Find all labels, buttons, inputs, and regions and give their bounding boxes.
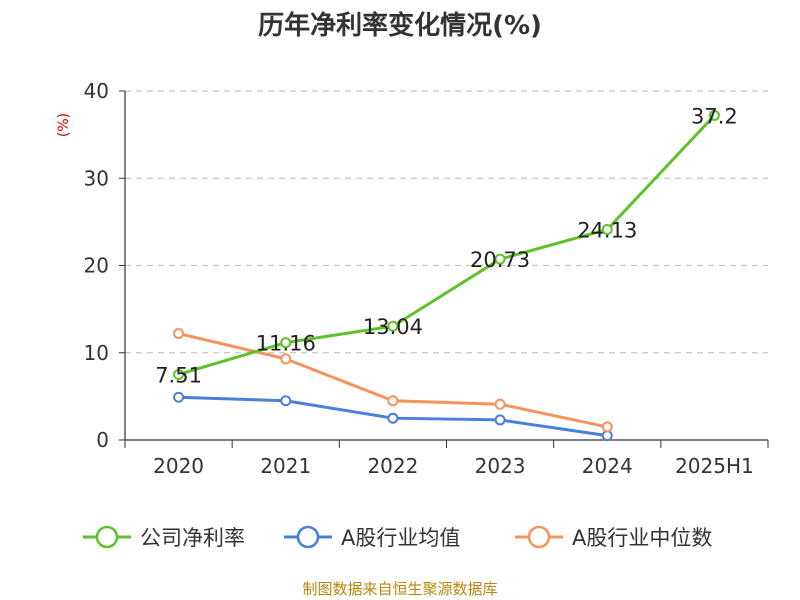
series-point-1 [387, 412, 399, 424]
legend-item-2[interactable]: A股行业中位数 [515, 525, 712, 550]
series-point-0 [387, 320, 399, 332]
x-tick-label: 2021 [260, 454, 311, 478]
legend-label: A股行业均值 [341, 526, 460, 550]
legend-item-0[interactable]: 公司净利率 [83, 525, 245, 550]
y-axis-unit-label: (%) [56, 113, 72, 137]
series-point-0 [173, 368, 185, 380]
data-label: 7.51 [155, 363, 202, 387]
series-point-2 [387, 395, 399, 407]
chart-title: 历年净利率变化情况(%) [258, 10, 542, 41]
y-tick-label: 20 [84, 254, 109, 278]
series-point-1 [280, 395, 292, 407]
series-point-2 [173, 328, 185, 340]
data-labels: 7.51 11.16 13.04 20.73 24.13 37.2 [155, 104, 738, 387]
series-point-2 [494, 398, 506, 410]
data-label: 11.16 [256, 332, 316, 356]
series-point-0 [708, 109, 720, 121]
data-label: 13.04 [363, 315, 423, 339]
legend-label: 公司净利率 [140, 526, 245, 550]
y-tick-label: 40 [84, 79, 109, 103]
legend-swatch-marker [95, 525, 119, 549]
data-label: 24.13 [577, 218, 637, 242]
data-label: 20.73 [470, 248, 530, 272]
data-label: 37.2 [691, 104, 738, 128]
x-tick-label: 2024 [582, 454, 633, 478]
x-tick-label: 2022 [367, 454, 418, 478]
y-tick-label: 10 [84, 341, 109, 365]
x-tick-label: 2023 [475, 454, 526, 478]
series-point-2 [601, 421, 613, 433]
series-point-0 [280, 337, 292, 349]
x-tick-label: 2025H1 [675, 454, 754, 478]
x-tick-label: 2020 [153, 454, 204, 478]
legend-label: A股行业中位数 [572, 526, 712, 550]
legend[interactable]: 公司净利率 A股行业均值 A股行业中位数 [83, 525, 712, 550]
series-point-2 [280, 353, 292, 365]
legend-item-1[interactable]: A股行业均值 [284, 525, 460, 550]
data-source-note: 制图数据来自恒生聚源数据库 [302, 580, 497, 598]
y-axis-ticks: 0 10 20 30 40 [84, 79, 125, 452]
legend-swatch-marker [527, 525, 551, 549]
series-point-1 [494, 414, 506, 426]
series-point-1 [173, 391, 185, 403]
series-lines [173, 109, 720, 442]
grid-lines [125, 90, 768, 354]
series-point-0 [494, 253, 506, 265]
series-point-0 [601, 223, 613, 235]
series-line-0 [178, 114, 716, 376]
y-tick-label: 30 [84, 166, 109, 190]
legend-swatch-marker [296, 525, 320, 549]
y-tick-label: 0 [96, 428, 109, 452]
x-axis-ticks: 2020 2021 2022 2023 2024 2025H1 [124, 440, 769, 478]
series-point-1 [601, 430, 613, 442]
